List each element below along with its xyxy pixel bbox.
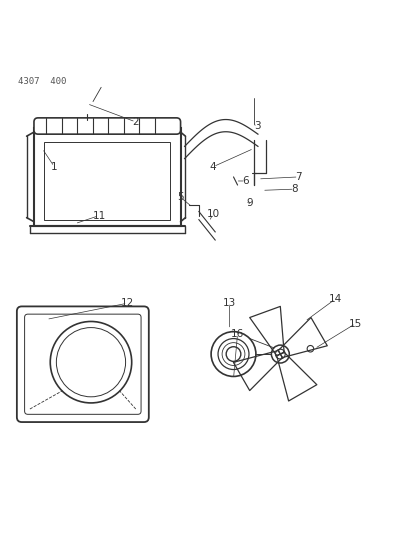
Text: 8: 8 xyxy=(290,184,297,194)
Text: 12: 12 xyxy=(121,298,134,308)
Text: 13: 13 xyxy=(222,298,236,308)
Text: 10: 10 xyxy=(206,208,219,219)
Bar xyxy=(34,128,180,226)
Text: 16: 16 xyxy=(230,329,244,338)
Bar xyxy=(44,142,170,220)
Text: 1: 1 xyxy=(51,161,58,172)
Text: 2: 2 xyxy=(132,117,139,127)
Text: 11: 11 xyxy=(92,211,106,221)
Text: 3: 3 xyxy=(254,121,261,131)
Text: 7: 7 xyxy=(294,172,301,182)
Text: 14: 14 xyxy=(328,294,341,304)
Text: 4: 4 xyxy=(209,161,216,172)
Text: 4307  400: 4307 400 xyxy=(18,77,66,86)
Text: 6: 6 xyxy=(242,176,248,186)
Text: 9: 9 xyxy=(246,198,252,208)
FancyBboxPatch shape xyxy=(34,118,180,134)
Text: 15: 15 xyxy=(348,319,362,328)
Text: 5: 5 xyxy=(177,192,183,202)
